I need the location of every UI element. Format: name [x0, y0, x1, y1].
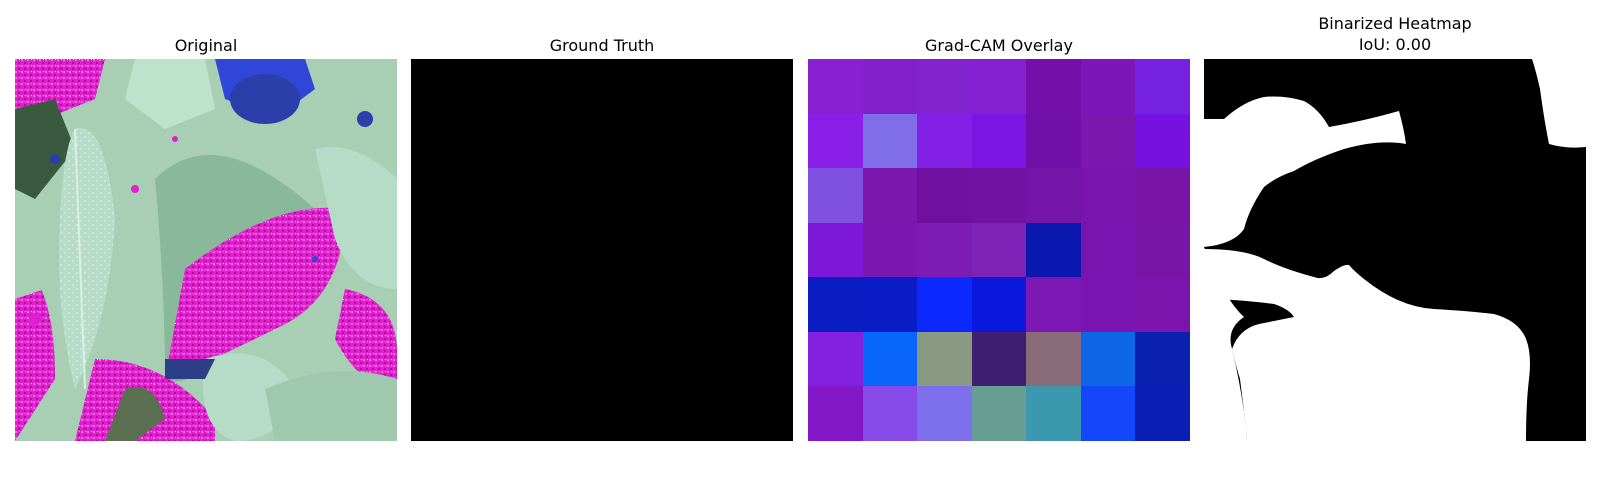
gradcam-cell — [808, 277, 863, 332]
gradcam-cell — [862, 277, 918, 332]
gradcam-cell — [1135, 331, 1190, 387]
gradcam-cell — [1026, 331, 1081, 387]
gradcam-cell — [862, 168, 918, 223]
gradcam-cell — [917, 277, 972, 332]
gradcam-cell — [862, 59, 918, 114]
original-image — [15, 59, 397, 441]
gradcam-cell — [1026, 168, 1081, 223]
ground-truth-panel: Ground Truth — [411, 0, 793, 442]
gradcam-cell — [808, 331, 863, 387]
gradcam-cell — [862, 386, 918, 441]
gradcam-cell — [808, 113, 863, 169]
gradcam-cell — [917, 113, 972, 169]
mask-region-top-right — [1532, 59, 1586, 148]
original-panel: Original — [15, 0, 397, 442]
gradcam-cell — [971, 386, 1027, 441]
ground-truth-title: Ground Truth — [549, 36, 655, 55]
binarized-panel: Binarized Heatmap IoU: 0.00 — [1204, 0, 1586, 442]
gradcam-cell — [971, 277, 1027, 332]
gradcam-cell — [917, 386, 972, 441]
mask-region-top-left — [1204, 96, 1406, 247]
gradcam-overlay-image — [808, 59, 1190, 441]
gradcam-cell — [971, 59, 1027, 114]
gradcam-cell — [917, 222, 972, 278]
gradcam-cell — [917, 59, 972, 114]
gradcam-cell — [1080, 331, 1136, 387]
gradcam-cell — [1135, 168, 1190, 223]
gradcam-cell — [862, 331, 918, 387]
gradcam-cell — [1080, 168, 1136, 223]
gradcam-cell — [1080, 386, 1136, 441]
gradcam-cell — [971, 113, 1027, 169]
gradcam-panel: Grad-CAM Overlay — [808, 0, 1190, 442]
gradcam-cell — [971, 168, 1027, 223]
gradcam-cell — [971, 331, 1027, 387]
gradcam-cell — [1080, 277, 1136, 332]
gradcam-cell — [1026, 277, 1081, 332]
original-title: Original — [174, 36, 238, 55]
gradcam-cell — [1135, 222, 1190, 278]
gradcam-cell — [862, 222, 918, 278]
gradcam-cell — [1135, 386, 1190, 441]
binarized-title: Binarized Heatmap IoU: 0.00 — [1204, 13, 1586, 55]
mask-region-bottom — [1204, 249, 1530, 441]
gradcam-cell — [1026, 386, 1081, 441]
gradcam-cell — [808, 222, 863, 278]
iou-label: IoU: 0.00 — [1358, 35, 1432, 54]
gradcam-cell — [808, 168, 863, 223]
gradcam-cell — [1135, 277, 1190, 332]
binarized-title-line1: Binarized Heatmap — [1318, 14, 1472, 33]
gradcam-cell — [917, 168, 972, 223]
ground-truth-mask — [411, 59, 793, 441]
gradcam-cell — [808, 59, 863, 114]
mask-region-left-strip — [1204, 247, 1247, 441]
gradcam-cell — [1026, 222, 1081, 278]
gradcam-cell — [808, 386, 863, 441]
gradcam-cell — [917, 331, 972, 387]
gradcam-cell — [1135, 59, 1190, 114]
gradcam-title: Grad-CAM Overlay — [925, 36, 1073, 55]
gradcam-cell — [862, 113, 918, 169]
gradcam-cell — [1135, 113, 1190, 169]
gradcam-cell — [1026, 59, 1081, 114]
binarized-heatmap-image — [1204, 59, 1586, 441]
gradcam-cell — [1026, 113, 1081, 169]
gradcam-cell — [1080, 222, 1136, 278]
gradcam-cell — [1080, 113, 1136, 169]
gradcam-cell — [1080, 59, 1136, 114]
gradcam-cell — [971, 222, 1027, 278]
